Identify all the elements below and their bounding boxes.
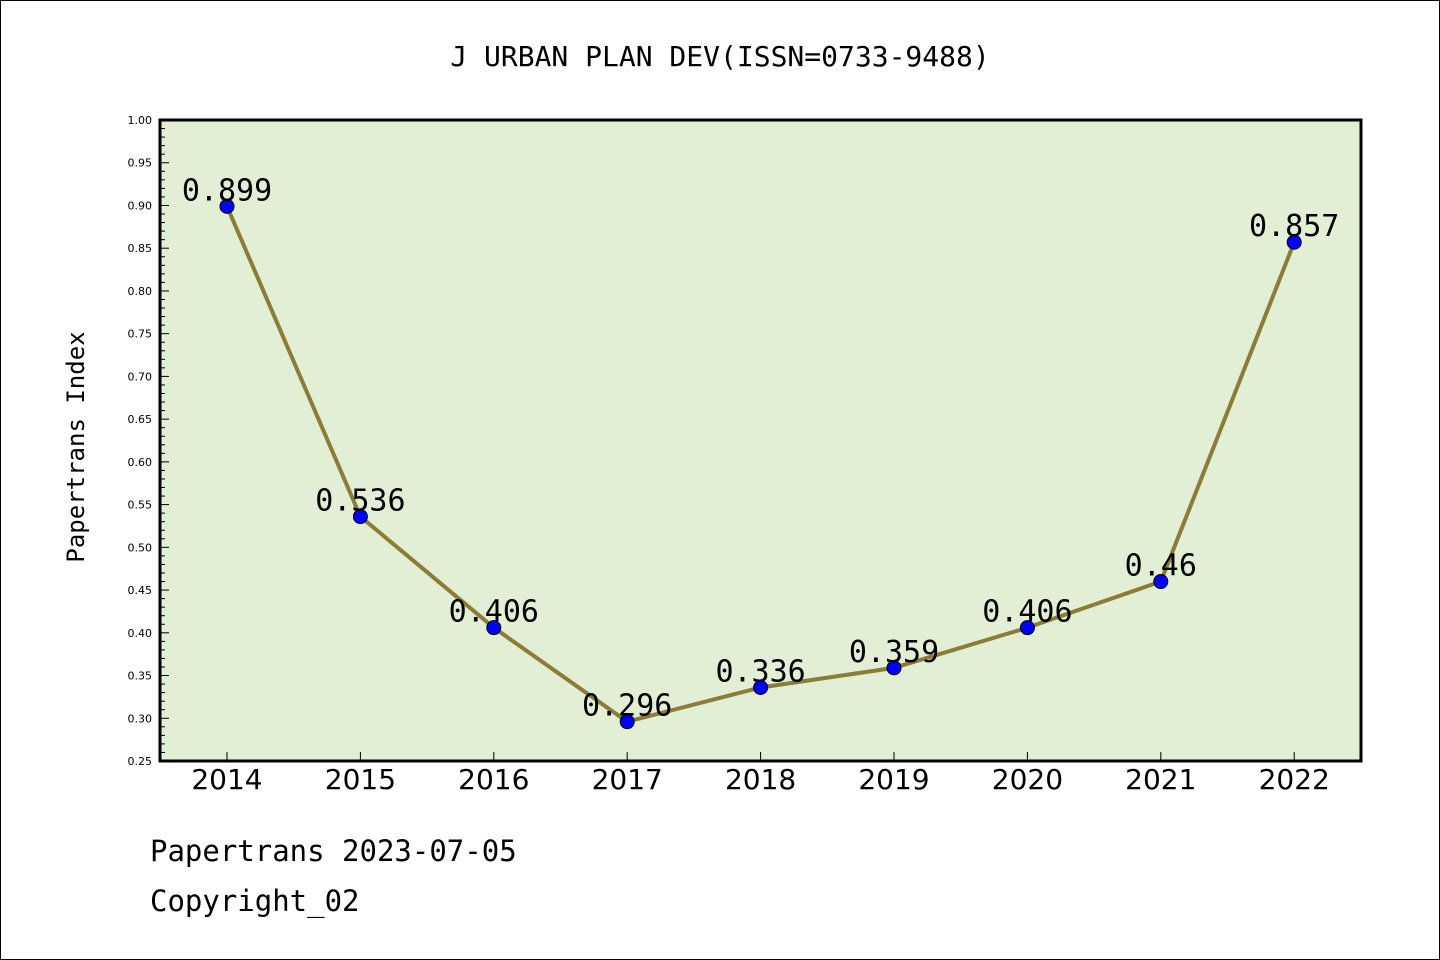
- y-axis-label: Papertrans Index: [62, 331, 90, 562]
- data-label: 0.899: [182, 173, 272, 208]
- y-tick-label: 0.45: [128, 584, 153, 597]
- y-tick-label: 0.70: [128, 370, 153, 383]
- chart-title: J URBAN PLAN DEV(ISSN=0733-9488): [450, 40, 989, 73]
- data-label: 0.46: [1125, 549, 1197, 584]
- x-tick-label: 2021: [1125, 763, 1196, 796]
- y-tick-label: 0.60: [128, 456, 153, 469]
- y-tick-label: 0.25: [128, 755, 153, 768]
- x-tick-label: 2018: [725, 763, 796, 796]
- y-tick-label: 0.90: [128, 199, 153, 212]
- y-tick-label: 1.00: [128, 114, 153, 127]
- data-label: 0.536: [315, 484, 405, 519]
- x-tick-label: 2014: [191, 763, 262, 796]
- y-tick-label: 0.75: [128, 328, 153, 341]
- chart: J URBAN PLAN DEV(ISSN=0733-9488) 0.25 0.3…: [0, 0, 1440, 960]
- footer-date: Papertrans 2023-07-05: [150, 834, 517, 868]
- x-tick-label: 2020: [992, 763, 1063, 796]
- y-tick-label: 0.50: [128, 541, 153, 554]
- data-label: 0.857: [1249, 209, 1339, 244]
- y-tick-label: 0.55: [128, 499, 153, 512]
- x-tick-label: 2016: [458, 763, 529, 796]
- y-tick-label: 0.40: [128, 627, 153, 640]
- data-label: 0.406: [449, 595, 539, 630]
- data-label: 0.406: [982, 595, 1072, 630]
- y-tick-label: 0.80: [128, 285, 153, 298]
- data-label: 0.359: [849, 635, 939, 670]
- y-tick-label: 0.95: [128, 157, 153, 170]
- x-tick-label: 2019: [858, 763, 929, 796]
- y-tick-label: 0.35: [128, 670, 153, 683]
- footer-copyright: Copyright_02: [150, 884, 360, 918]
- y-tick-label: 0.65: [128, 413, 153, 426]
- data-label: 0.336: [715, 654, 805, 689]
- x-tick-label: 2017: [592, 763, 663, 796]
- x-tick-label: 2015: [325, 763, 396, 796]
- data-label: 0.296: [582, 689, 672, 724]
- y-tick-label: 0.30: [128, 712, 153, 725]
- y-tick-label: 0.85: [128, 242, 153, 255]
- x-tick-label: 2022: [1259, 763, 1330, 796]
